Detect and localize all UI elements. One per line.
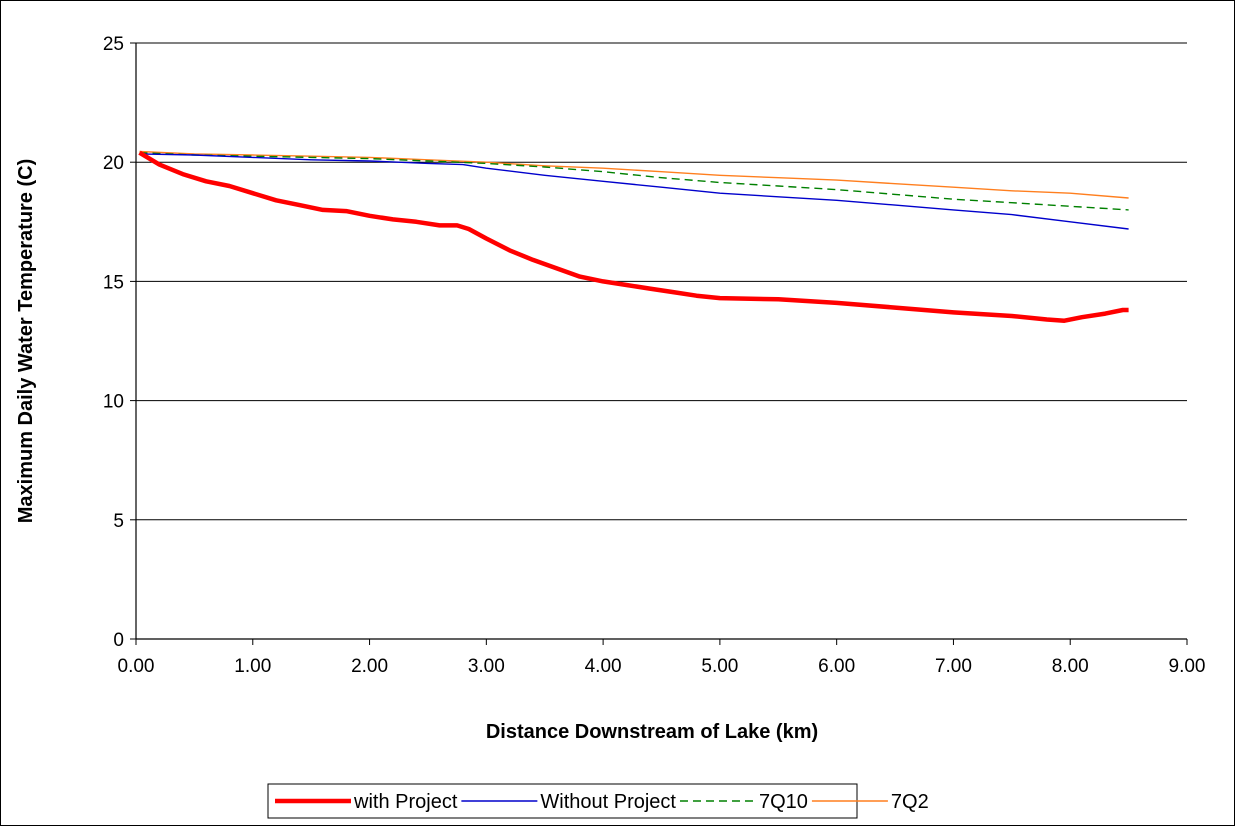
y-tick-label-25: 25: [103, 34, 124, 55]
y-axis-title: Maximum Daily Water Temperature (C): [15, 159, 37, 524]
x-axis-ticks: 0.00 1.00 2.00 3.00 4.00 5.00 6.00 7.00 8.00 9.00: [118, 639, 1206, 677]
legend-label-7q10: 7Q10: [759, 791, 808, 813]
x-tick-label-6.00: 6.00: [818, 656, 855, 677]
x-axis-title: Distance Downstream of Lake (km): [486, 721, 818, 743]
y-axis-ticks: 0 5 10 15 20 25: [103, 34, 136, 651]
x-tick-label-0.00: 0.00: [118, 656, 155, 677]
y-tick-label-15: 15: [103, 272, 124, 293]
legend-label-without-project: Without Project: [540, 791, 676, 813]
legend-box: [267, 783, 858, 819]
y-tick-label-20: 20: [103, 153, 124, 174]
series-line-with-project: [138, 150, 1129, 323]
legend-label-with-project: with Project: [353, 791, 458, 813]
x-tick-label-7.00: 7.00: [935, 656, 972, 677]
x-tick-label-3.00: 3.00: [468, 656, 505, 677]
series-line-without-project: [139, 153, 1129, 230]
y-tick-label-10: 10: [103, 392, 124, 413]
legend: with Project Without Project 7Q10 7Q2: [267, 783, 929, 819]
x-tick-label-8.00: 8.00: [1052, 656, 1089, 677]
x-tick-label-4.00: 4.00: [585, 656, 622, 677]
gridlines: [136, 42, 1187, 521]
series-line-7q10: [139, 152, 1129, 211]
series-line-7q2: [139, 150, 1129, 199]
x-tick-label-2.00: 2.00: [351, 656, 388, 677]
y-tick-label-5: 5: [113, 511, 124, 532]
series-layer: [138, 150, 1129, 323]
y-tick-label-0: 0: [113, 630, 124, 651]
x-tick-label-9.00: 9.00: [1169, 656, 1206, 677]
axes: [135, 43, 1187, 640]
legend-label-7q2: 7Q2: [891, 791, 929, 813]
x-tick-label-1.00: 1.00: [234, 656, 271, 677]
x-tick-label-5.00: 5.00: [701, 656, 738, 677]
